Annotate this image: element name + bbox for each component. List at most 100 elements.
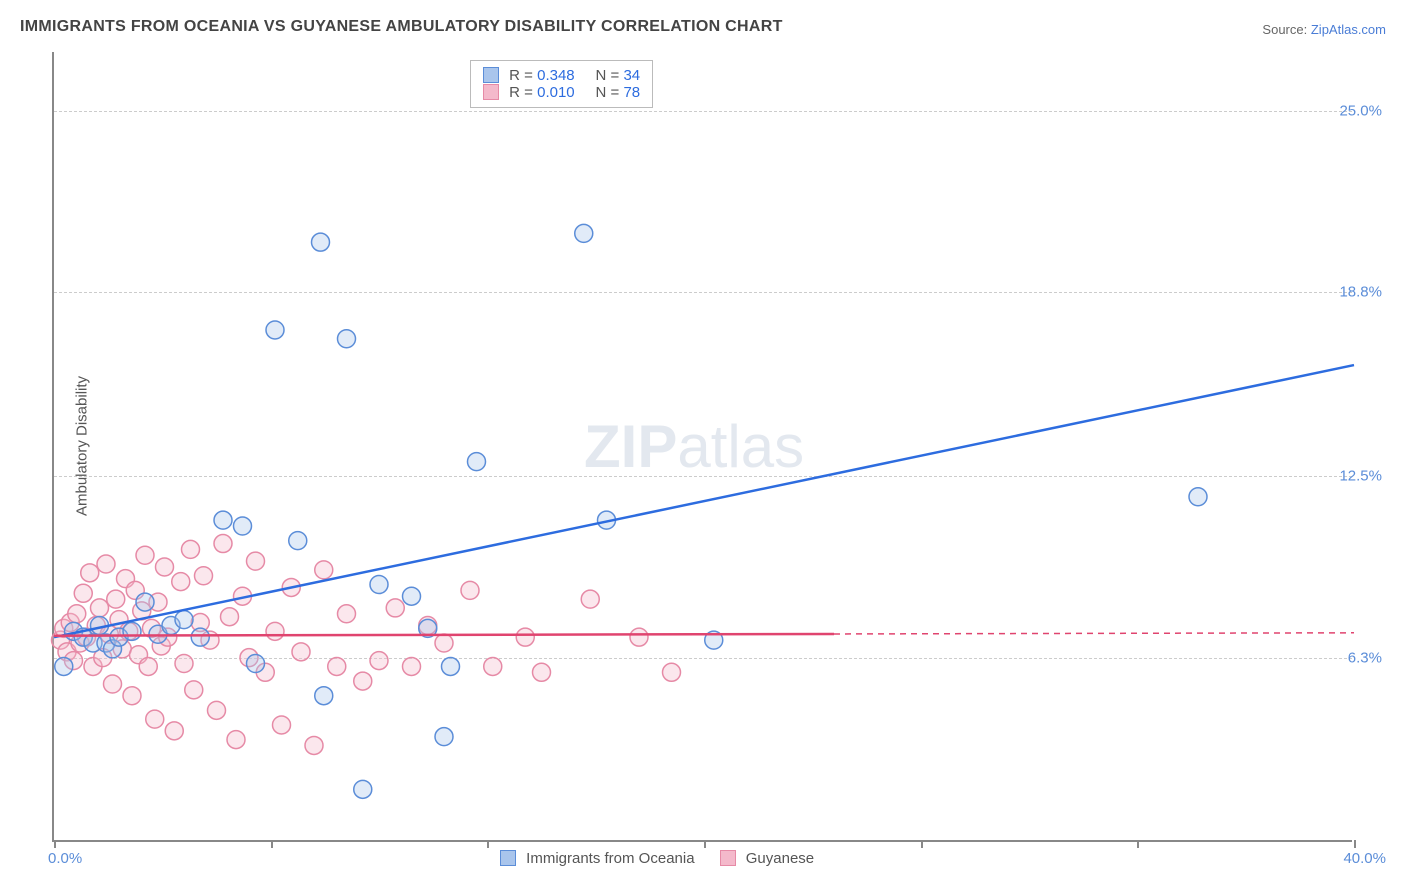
scatter-point-oceania — [191, 628, 209, 646]
scatter-point-guyanese — [328, 657, 346, 675]
scatter-point-guyanese — [461, 581, 479, 599]
scatter-point-oceania — [136, 593, 154, 611]
scatter-point-guyanese — [338, 605, 356, 623]
scatter-point-guyanese — [104, 675, 122, 693]
legend-swatch-oceania — [483, 67, 499, 83]
x-tick — [921, 840, 923, 848]
scatter-point-oceania — [468, 453, 486, 471]
scatter-point-guyanese — [97, 555, 115, 573]
scatter-point-guyanese — [533, 663, 551, 681]
scatter-point-guyanese — [247, 552, 265, 570]
scatter-point-guyanese — [185, 681, 203, 699]
n-label: N = — [596, 84, 620, 101]
scatter-point-oceania — [370, 576, 388, 594]
scatter-point-oceania — [175, 611, 193, 629]
chart-title: IMMIGRANTS FROM OCEANIA VS GUYANESE AMBU… — [20, 18, 783, 36]
x-tick-max: 40.0% — [1343, 850, 1386, 867]
scatter-point-oceania — [315, 687, 333, 705]
regression-line-oceania — [54, 365, 1354, 637]
scatter-point-guyanese — [484, 657, 502, 675]
chart-svg — [54, 52, 1352, 840]
scatter-point-guyanese — [139, 657, 157, 675]
scatter-point-guyanese — [214, 535, 232, 553]
scatter-point-oceania — [214, 511, 232, 529]
y-tick-label: 6.3% — [1348, 649, 1382, 666]
source-attribution: Source: ZipAtlas.com — [1262, 22, 1386, 37]
scatter-point-guyanese — [68, 605, 86, 623]
x-tick — [1137, 840, 1139, 848]
x-tick — [271, 840, 273, 848]
scatter-point-guyanese — [354, 672, 372, 690]
scatter-point-guyanese — [221, 608, 239, 626]
r-label: R = — [509, 67, 533, 84]
x-tick — [54, 840, 56, 848]
scatter-point-guyanese — [208, 701, 226, 719]
scatter-point-guyanese — [315, 561, 333, 579]
legend-swatch-oceania-bottom — [500, 850, 516, 866]
scatter-point-guyanese — [305, 736, 323, 754]
scatter-point-oceania — [247, 655, 265, 673]
scatter-point-guyanese — [435, 634, 453, 652]
scatter-point-guyanese — [630, 628, 648, 646]
x-tick — [487, 840, 489, 848]
scatter-point-oceania — [354, 780, 372, 798]
r-label: R = — [509, 84, 533, 101]
scatter-point-guyanese — [403, 657, 421, 675]
scatter-point-oceania — [312, 233, 330, 251]
x-tick-min: 0.0% — [48, 850, 82, 867]
scatter-point-guyanese — [172, 573, 190, 591]
scatter-point-oceania — [123, 622, 141, 640]
series-legend: Immigrants from Oceania Guyanese — [500, 850, 814, 867]
scatter-point-guyanese — [175, 655, 193, 673]
y-tick-label: 25.0% — [1339, 102, 1382, 119]
legend-row-guyanese: R = 0.010 N = 78 — [483, 84, 640, 101]
scatter-point-guyanese — [146, 710, 164, 728]
scatter-point-guyanese — [107, 590, 125, 608]
r-value-guyanese: 0.010 — [537, 84, 575, 101]
plot-area: ZIPatlas — [52, 52, 1352, 842]
scatter-point-guyanese — [516, 628, 534, 646]
regression-line-guyanese-dashed — [834, 633, 1354, 634]
scatter-point-guyanese — [273, 716, 291, 734]
x-tick — [1354, 840, 1356, 848]
scatter-point-oceania — [234, 517, 252, 535]
scatter-point-oceania — [289, 532, 307, 550]
scatter-point-guyanese — [136, 546, 154, 564]
source-link[interactable]: ZipAtlas.com — [1311, 22, 1386, 37]
scatter-point-guyanese — [386, 599, 404, 617]
scatter-point-oceania — [55, 657, 73, 675]
y-tick-label: 18.8% — [1339, 283, 1382, 300]
scatter-point-guyanese — [663, 663, 681, 681]
scatter-point-oceania — [266, 321, 284, 339]
n-label: N = — [596, 67, 620, 84]
source-label: Source: — [1262, 22, 1307, 37]
scatter-point-guyanese — [292, 643, 310, 661]
scatter-point-oceania — [575, 224, 593, 242]
x-tick — [704, 840, 706, 848]
legend-swatch-guyanese — [483, 84, 499, 100]
scatter-point-guyanese — [182, 540, 200, 558]
scatter-point-guyanese — [370, 652, 388, 670]
legend-row-oceania: R = 0.348 N = 34 — [483, 67, 640, 84]
y-tick-label: 12.5% — [1339, 468, 1382, 485]
n-value-guyanese: 78 — [623, 84, 640, 101]
r-value-oceania: 0.348 — [537, 67, 575, 84]
scatter-point-guyanese — [156, 558, 174, 576]
scatter-point-guyanese — [81, 564, 99, 582]
scatter-point-guyanese — [195, 567, 213, 585]
scatter-point-oceania — [403, 587, 421, 605]
scatter-point-guyanese — [227, 731, 245, 749]
scatter-point-oceania — [442, 657, 460, 675]
legend-swatch-guyanese-bottom — [720, 850, 736, 866]
regression-line-guyanese — [54, 634, 834, 636]
scatter-point-guyanese — [581, 590, 599, 608]
legend-label-guyanese: Guyanese — [746, 850, 814, 867]
scatter-point-oceania — [338, 330, 356, 348]
scatter-point-oceania — [435, 728, 453, 746]
scatter-point-oceania — [1189, 488, 1207, 506]
scatter-point-guyanese — [91, 599, 109, 617]
scatter-point-guyanese — [74, 584, 92, 602]
scatter-point-guyanese — [165, 722, 183, 740]
correlation-legend: R = 0.348 N = 34 R = 0.010 N = 78 — [470, 60, 653, 108]
legend-label-oceania: Immigrants from Oceania — [526, 850, 694, 867]
